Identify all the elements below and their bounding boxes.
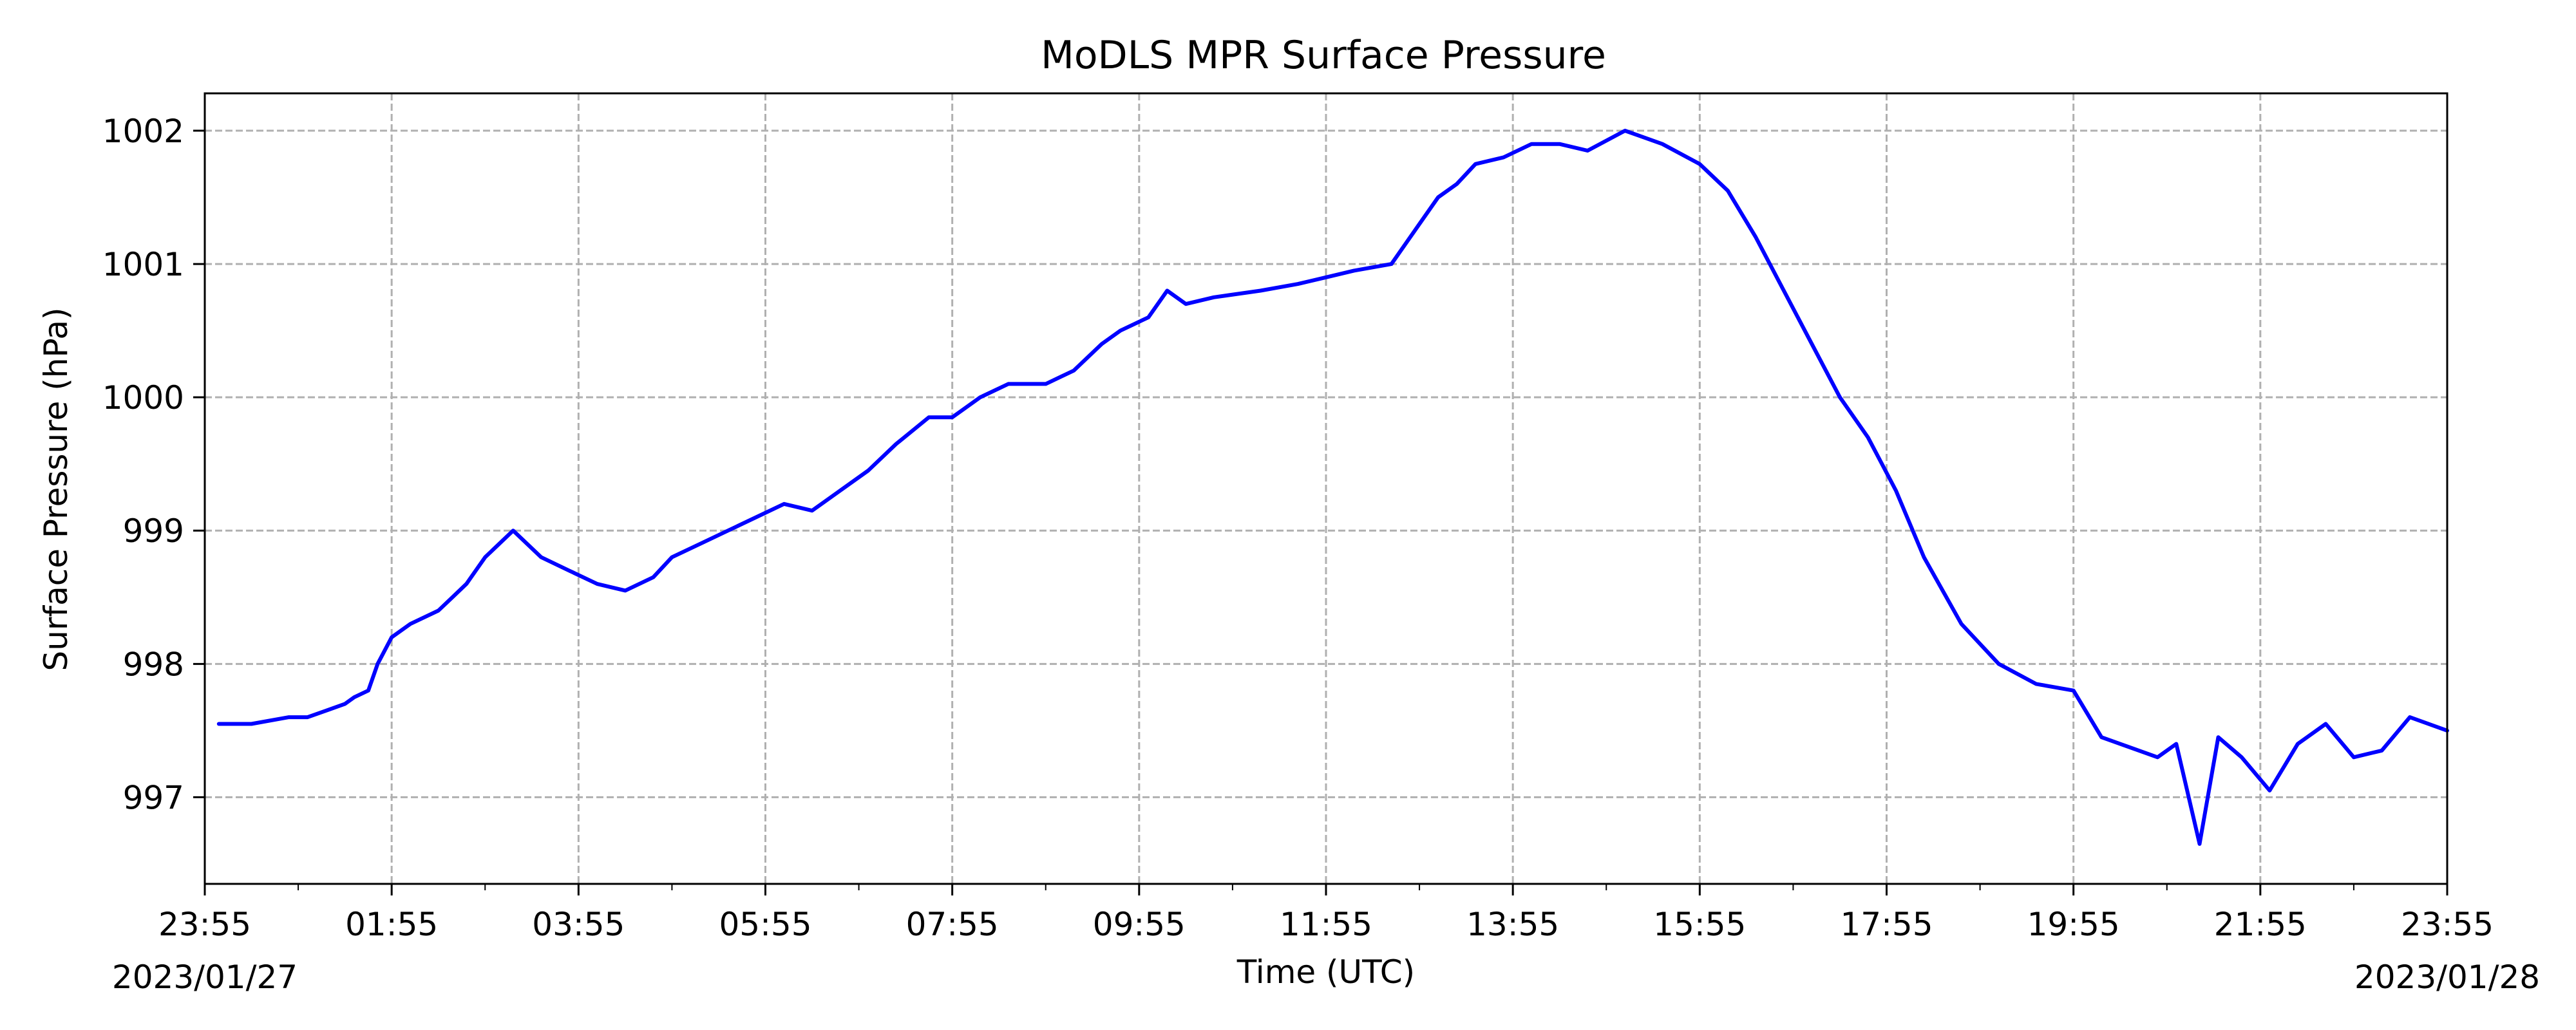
y-tick-label: 999 bbox=[123, 512, 184, 550]
x-tick-label: 17:55 bbox=[1840, 906, 1933, 943]
x-tick-label: 23:55 bbox=[158, 906, 251, 943]
x-axis-title: Time (UTC) bbox=[1236, 953, 1415, 991]
grid bbox=[205, 93, 2447, 884]
chart-title: MoDLS MPR Surface Pressure bbox=[1041, 33, 1606, 78]
x-tick-label: 07:55 bbox=[906, 906, 999, 943]
x-tick-label: 09:55 bbox=[1093, 906, 1186, 943]
x-tick-label: 23:55 bbox=[2401, 906, 2494, 943]
y-tick-label: 998 bbox=[123, 646, 184, 683]
x-tick-label: 05:55 bbox=[719, 906, 811, 943]
y-tick-label: 1001 bbox=[102, 246, 184, 283]
series-layer bbox=[216, 129, 2449, 846]
axes: 23:55 01:55 03:55 05:55 07:55 09:55 11:55 13:55… bbox=[102, 113, 2494, 943]
date-label-end: 2023/01/28 bbox=[2354, 959, 2540, 996]
date-label-start: 2023/01/27 bbox=[112, 959, 298, 996]
x-tick-label: 15:55 bbox=[1653, 906, 1746, 943]
x-tick-label: 13:55 bbox=[1466, 906, 1559, 943]
y-tick-label: 997 bbox=[123, 779, 184, 816]
x-tick-label: 21:55 bbox=[2214, 906, 2307, 943]
x-tick-label: 19:55 bbox=[2027, 906, 2120, 943]
y-tick-label: 1002 bbox=[102, 113, 184, 150]
y-axis-title: Surface Pressure (hPa) bbox=[37, 307, 75, 671]
x-tick-label: 03:55 bbox=[532, 906, 625, 943]
x-tick-label: 01:55 bbox=[345, 906, 438, 943]
x-tick-label: 11:55 bbox=[1280, 906, 1372, 943]
pressure-series-line bbox=[216, 129, 2449, 846]
y-tick-label: 1000 bbox=[102, 379, 184, 417]
